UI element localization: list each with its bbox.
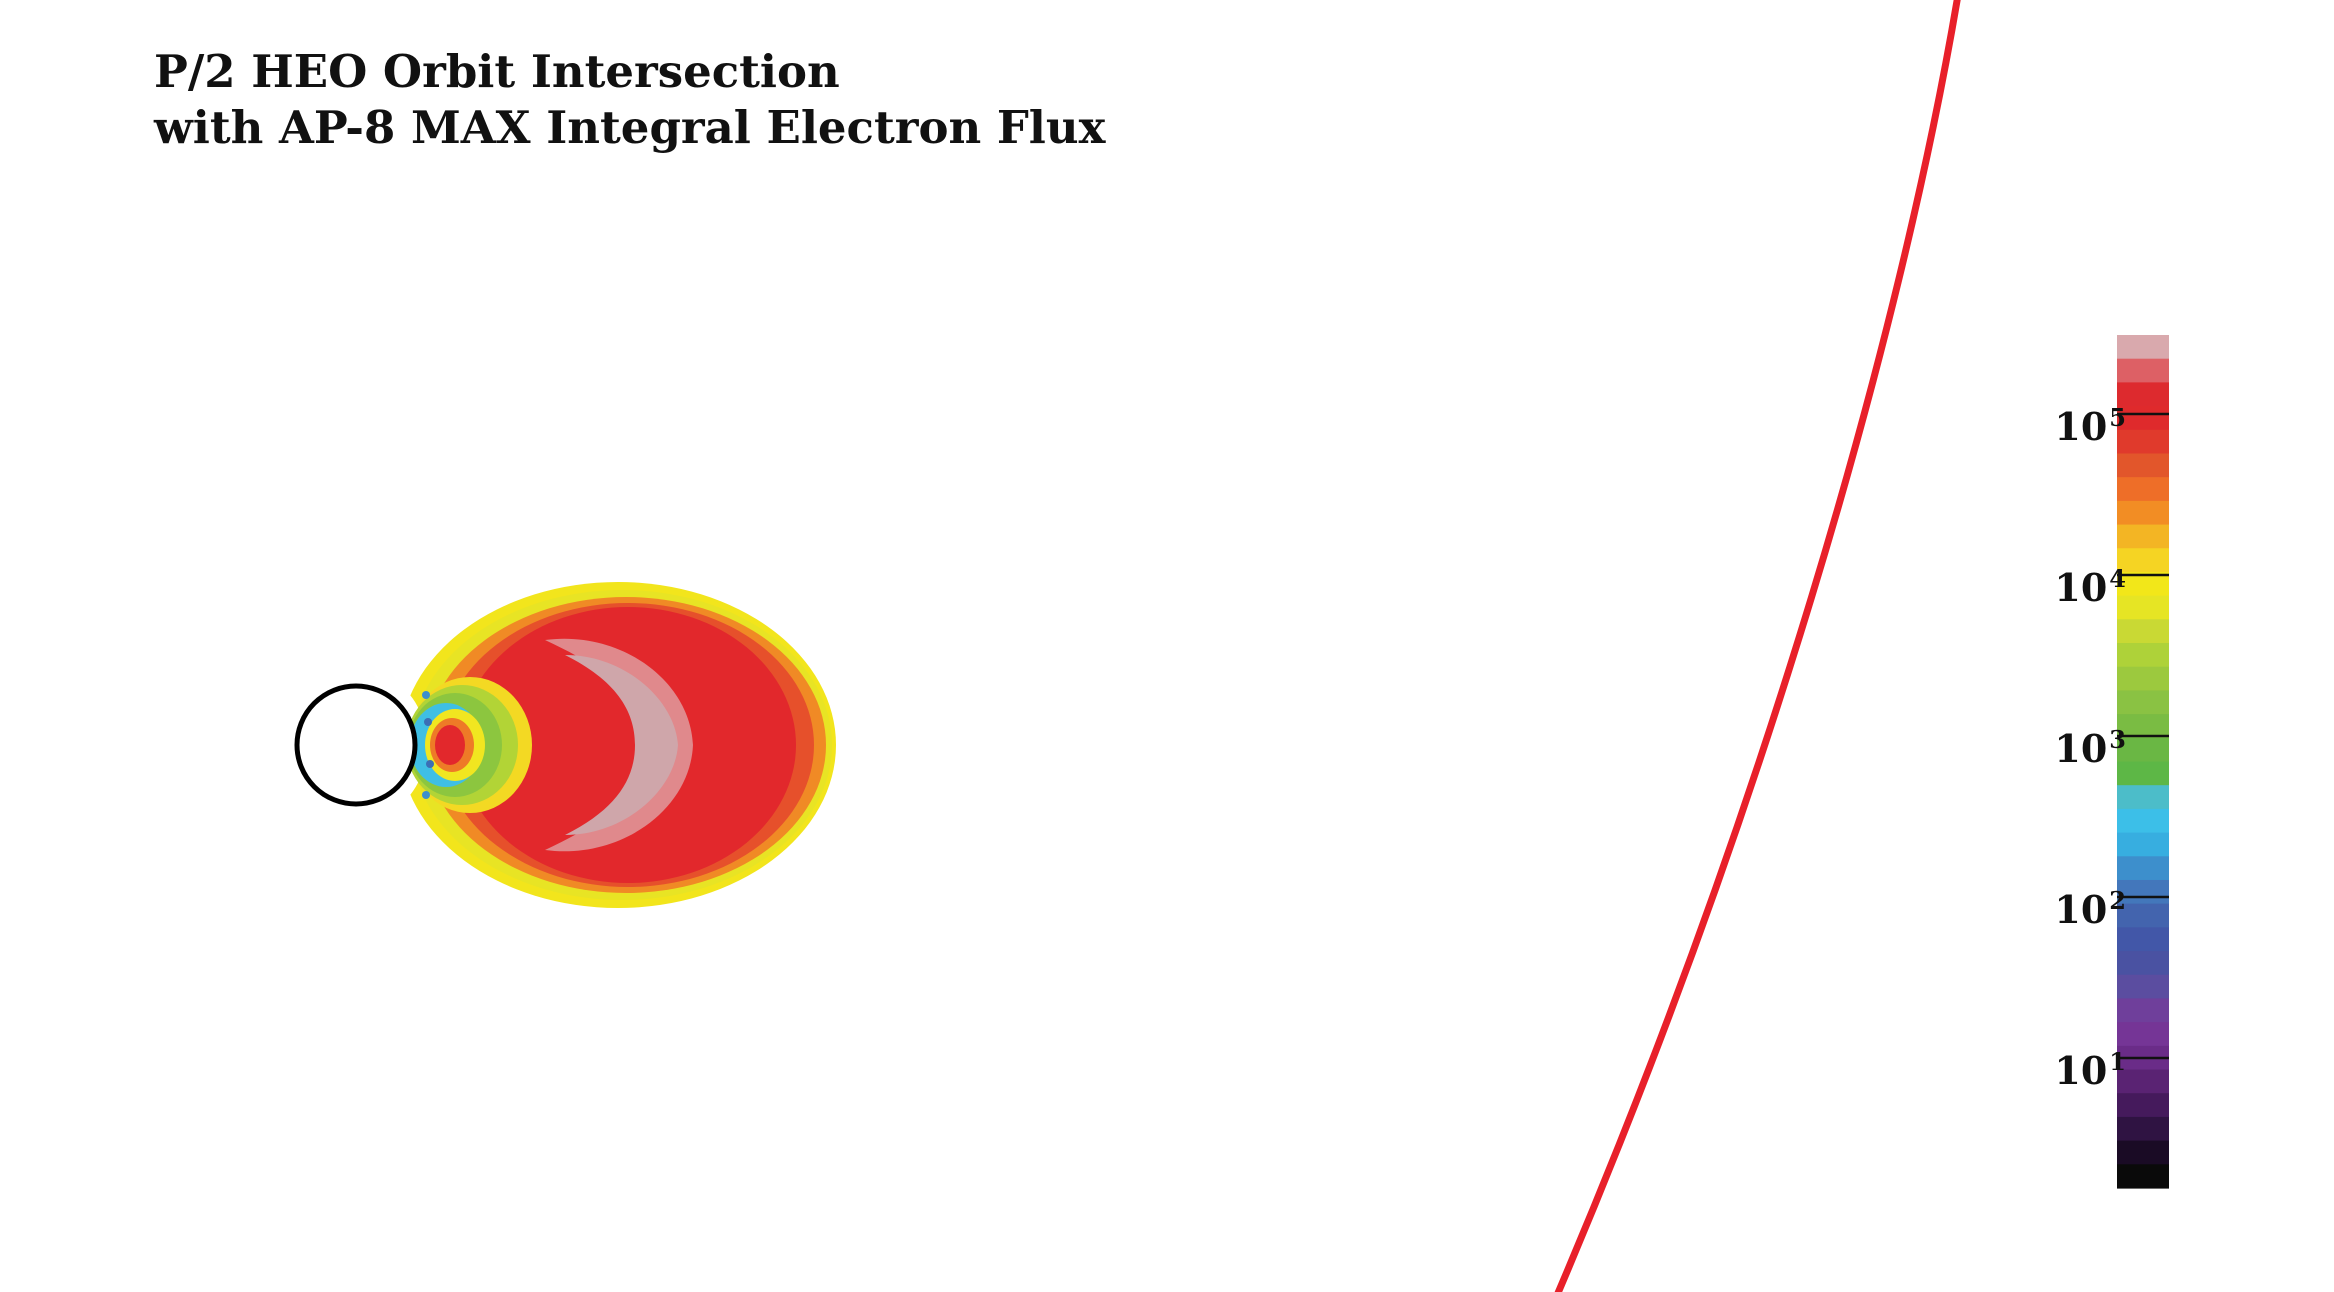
colorbar-swatch <box>2117 951 2169 976</box>
colorbar-swatch <box>2117 808 2169 834</box>
colorbar-swatch <box>2117 879 2169 905</box>
colorbar-swatch <box>2117 406 2169 431</box>
colorbar-swatch <box>2117 619 2169 644</box>
colorbar-swatch <box>2117 524 2169 549</box>
colorbar-swatch <box>2117 1069 2169 1094</box>
colorbar-tick-label: 105 <box>2054 403 2126 449</box>
colorbar-swatch <box>2117 643 2169 668</box>
slot-blue-speck <box>426 760 434 768</box>
colorbar-swatch <box>2117 761 2169 786</box>
colorbar-swatch <box>2117 1140 2169 1165</box>
colorbar-swatch <box>2117 832 2169 857</box>
colorbar-swatch <box>2117 690 2169 715</box>
colorbar-swatch <box>2117 856 2169 881</box>
radiation-belt <box>360 582 836 908</box>
colorbar-swatch <box>2117 903 2169 928</box>
belt-peak-core <box>565 655 678 835</box>
colorbar-swatch <box>2117 974 2169 1000</box>
earth-circle <box>294 683 418 807</box>
slot-blue-speck <box>422 691 430 699</box>
title-line-1: P/2 HEO Orbit Intersection <box>154 45 840 98</box>
inner-belt-red <box>435 725 465 765</box>
colorbar-tick-label: 103 <box>2054 725 2126 771</box>
colorbar-swatch <box>2117 335 2169 360</box>
colorbar-swatch <box>2117 1093 2169 1118</box>
colorbar-swatch <box>2117 500 2169 526</box>
colorbar-swatch <box>2117 477 2169 502</box>
colorbar-tick-label: 102 <box>2054 886 2126 932</box>
colorbar-swatch <box>2117 714 2169 739</box>
slot-blue-speck <box>424 718 432 726</box>
colorbar <box>2117 335 2169 1189</box>
colorbar-swatch <box>2117 1022 2169 1047</box>
colorbar-swatch <box>2117 998 2169 1023</box>
colorbar-swatch <box>2117 737 2169 763</box>
colorbar-swatch <box>2117 927 2169 952</box>
page-title: P/2 HEO Orbit Intersection with AP-8 MAX… <box>154 44 1105 156</box>
colorbar-swatch <box>2117 1116 2169 1142</box>
slot-blue-speck <box>422 791 430 799</box>
orbit-path <box>1554 0 1961 1292</box>
colorbar-swatch <box>2117 358 2169 383</box>
colorbar-swatch <box>2117 382 2169 407</box>
colorbar-swatch <box>2117 595 2169 620</box>
colorbar-swatch <box>2117 429 2169 455</box>
belt-red <box>460 607 796 883</box>
colorbar-swatch <box>2117 785 2169 810</box>
title-line-2: with AP-8 MAX Integral Electron Flux <box>154 101 1106 154</box>
colorbar-swatch <box>2117 1164 2169 1189</box>
colorbar-swatch <box>2117 453 2169 478</box>
colorbar-swatch <box>2117 666 2169 692</box>
belt-peak-crescent <box>545 638 693 852</box>
colorbar-swatch <box>2117 548 2169 573</box>
colorbar-tick-label: 104 <box>2054 564 2126 610</box>
colorbar-tick-label: 101 <box>2054 1047 2126 1093</box>
